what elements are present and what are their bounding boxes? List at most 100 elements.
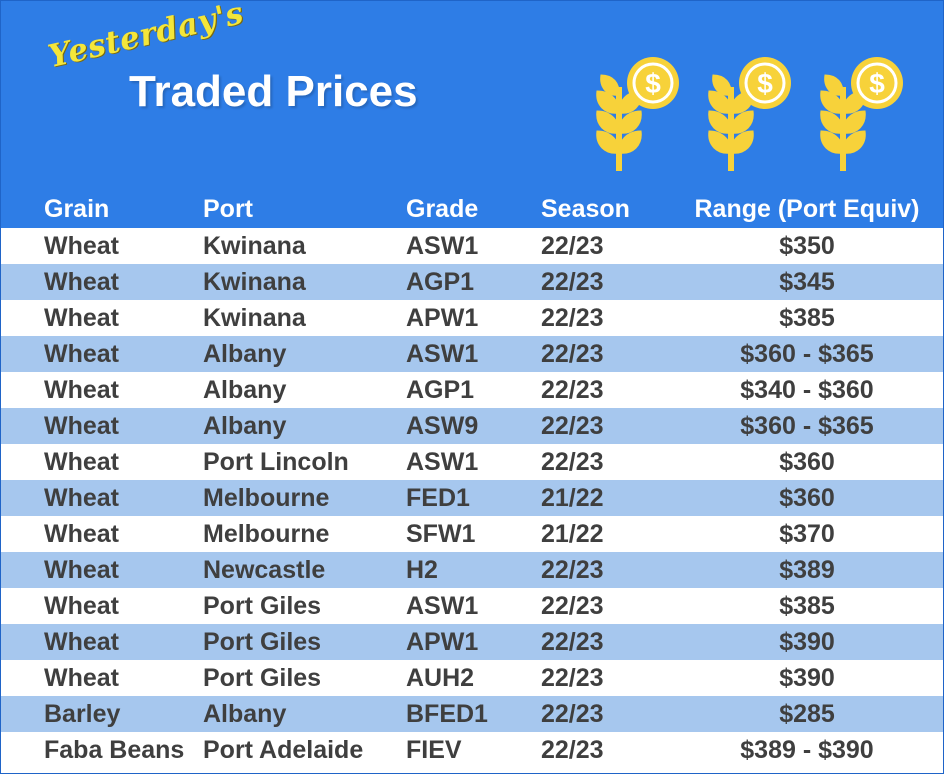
prices-table-container: Grain Port Grade Season Range (Port Equi…: [1, 191, 943, 768]
cell-grade: ASW1: [406, 588, 541, 624]
title-script: Yesterday's: [44, 0, 248, 76]
table-row: Wheat Kwinana ASW1 22/23 $350: [1, 228, 943, 264]
column-header-season: Season: [541, 191, 671, 228]
wheat-coin-icon: $: [596, 57, 679, 171]
cell-port: Port Giles: [203, 624, 406, 660]
table-row: Wheat Kwinana APW1 22/23 $385: [1, 300, 943, 336]
table-header-row: Grain Port Grade Season Range (Port Equi…: [1, 191, 943, 228]
cell-port: Melbourne: [203, 516, 406, 552]
cell-grain: Wheat: [1, 624, 203, 660]
cell-grain: Wheat: [1, 372, 203, 408]
cell-port: Newcastle: [203, 552, 406, 588]
cell-season: 22/23: [541, 372, 671, 408]
wheat-coin-icon: $: [820, 57, 903, 171]
cell-season: 21/22: [541, 516, 671, 552]
cell-season: 22/23: [541, 228, 671, 264]
cell-grade: BFED1: [406, 696, 541, 732]
cell-season: 22/23: [541, 624, 671, 660]
cell-range: $390: [671, 624, 943, 660]
table-row: Wheat Port Giles ASW1 22/23 $385: [1, 588, 943, 624]
cell-grain: Wheat: [1, 660, 203, 696]
cell-grain: Wheat: [1, 300, 203, 336]
cell-season: 22/23: [541, 300, 671, 336]
cell-grade: FED1: [406, 480, 541, 516]
cell-grain: Wheat: [1, 336, 203, 372]
cell-grade: SFW1: [406, 516, 541, 552]
cell-range: $340 - $360: [671, 372, 943, 408]
cell-grade: ASW1: [406, 336, 541, 372]
header-banner: Yesterday's Traded Prices $: [1, 1, 943, 191]
cell-season: 22/23: [541, 588, 671, 624]
cell-grain: Wheat: [1, 444, 203, 480]
cell-range: $389: [671, 552, 943, 588]
cell-port: Albany: [203, 336, 406, 372]
table-row: Wheat Albany AGP1 22/23 $340 - $360: [1, 372, 943, 408]
cell-season: 22/23: [541, 444, 671, 480]
cell-port: Albany: [203, 408, 406, 444]
table-row: Wheat Albany ASW9 22/23 $360 - $365: [1, 408, 943, 444]
cell-grain: Wheat: [1, 516, 203, 552]
page-title: Traded Prices: [129, 67, 418, 116]
cell-grain: Wheat: [1, 588, 203, 624]
table-row: Faba Beans Port Adelaide FIEV 22/23 $389 - $…: [1, 732, 943, 768]
cell-grain: Wheat: [1, 228, 203, 264]
cell-range: $385: [671, 588, 943, 624]
cell-port: Port Adelaide: [203, 732, 406, 768]
cell-range: $370: [671, 516, 943, 552]
table-row: Wheat Port Lincoln ASW1 22/23 $360: [1, 444, 943, 480]
table-row: Wheat Albany ASW1 22/23 $360 - $365: [1, 336, 943, 372]
prices-table: Grain Port Grade Season Range (Port Equi…: [1, 191, 943, 768]
cell-grade: AUH2: [406, 660, 541, 696]
cell-range: $360 - $365: [671, 408, 943, 444]
cell-grain: Wheat: [1, 552, 203, 588]
cell-grain: Wheat: [1, 408, 203, 444]
cell-grade: APW1: [406, 300, 541, 336]
table-row: Wheat Newcastle H2 22/23 $389: [1, 552, 943, 588]
cell-grade: ASW1: [406, 228, 541, 264]
cell-range: $389 - $390: [671, 732, 943, 768]
table-row: Wheat Port Giles APW1 22/23 $390: [1, 624, 943, 660]
cell-port: Port Lincoln: [203, 444, 406, 480]
cell-port: Melbourne: [203, 480, 406, 516]
cell-grade: FIEV: [406, 732, 541, 768]
table-row: Wheat Port Giles AUH2 22/23 $390: [1, 660, 943, 696]
cell-range: $360: [671, 444, 943, 480]
cell-range: $345: [671, 264, 943, 300]
cell-grain: Wheat: [1, 264, 203, 300]
cell-grade: AGP1: [406, 264, 541, 300]
cell-season: 22/23: [541, 264, 671, 300]
svg-text:$: $: [869, 68, 885, 99]
cell-range: $360 - $365: [671, 336, 943, 372]
cell-grade: AGP1: [406, 372, 541, 408]
table-row: Barley Albany BFED1 22/23 $285: [1, 696, 943, 732]
cell-port: Port Giles: [203, 588, 406, 624]
table-row: Wheat Melbourne FED1 21/22 $360: [1, 480, 943, 516]
table-row: Wheat Kwinana AGP1 22/23 $345: [1, 264, 943, 300]
cell-range: $360: [671, 480, 943, 516]
cell-port: Kwinana: [203, 228, 406, 264]
cell-season: 22/23: [541, 732, 671, 768]
cell-grade: ASW1: [406, 444, 541, 480]
cell-port: Kwinana: [203, 264, 406, 300]
cell-port: Albany: [203, 372, 406, 408]
column-header-grade: Grade: [406, 191, 541, 228]
cell-port: Port Giles: [203, 660, 406, 696]
column-header-grain: Grain: [1, 191, 203, 228]
table-row: Wheat Melbourne SFW1 21/22 $370: [1, 516, 943, 552]
column-header-port: Port: [203, 191, 406, 228]
cell-season: 22/23: [541, 408, 671, 444]
cell-grade: H2: [406, 552, 541, 588]
cell-port: Kwinana: [203, 300, 406, 336]
cell-grade: ASW9: [406, 408, 541, 444]
cell-season: 22/23: [541, 696, 671, 732]
column-header-range: Range (Port Equiv): [671, 191, 943, 228]
cell-grain: Faba Beans: [1, 732, 203, 768]
cell-grain: Barley: [1, 696, 203, 732]
cell-season: 21/22: [541, 480, 671, 516]
cell-port: Albany: [203, 696, 406, 732]
cell-range: $390: [671, 660, 943, 696]
svg-text:$: $: [757, 68, 773, 99]
cell-range: $385: [671, 300, 943, 336]
cell-season: 22/23: [541, 552, 671, 588]
cell-season: 22/23: [541, 336, 671, 372]
